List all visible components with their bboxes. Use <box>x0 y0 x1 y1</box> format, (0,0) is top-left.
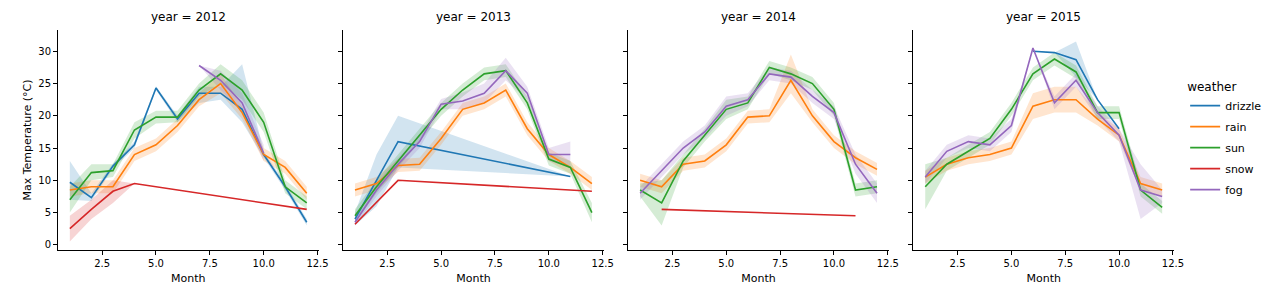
svg-text:12.5: 12.5 <box>877 258 899 269</box>
svg-text:Month: Month <box>741 272 776 285</box>
svg-text:7.5: 7.5 <box>202 258 218 269</box>
svg-text:year = 2012: year = 2012 <box>151 10 226 24</box>
svg-text:30: 30 <box>38 46 51 57</box>
svg-text:year = 2013: year = 2013 <box>436 10 511 24</box>
svg-text:Month: Month <box>1026 272 1061 285</box>
svg-text:10.0: 10.0 <box>538 258 560 269</box>
svg-text:rain: rain <box>1225 121 1246 134</box>
svg-text:0: 0 <box>45 239 51 250</box>
svg-text:5: 5 <box>45 207 51 218</box>
svg-text:Max Temperature (°C): Max Temperature (°C) <box>21 79 34 200</box>
svg-text:year = 2015: year = 2015 <box>1006 10 1081 24</box>
svg-text:2.5: 2.5 <box>664 258 680 269</box>
svg-text:10.0: 10.0 <box>1108 258 1130 269</box>
svg-text:2.5: 2.5 <box>94 258 110 269</box>
svg-text:drizzle: drizzle <box>1225 100 1261 113</box>
svg-text:10.0: 10.0 <box>253 258 275 269</box>
svg-text:12.5: 12.5 <box>1162 258 1184 269</box>
svg-text:2.5: 2.5 <box>379 258 395 269</box>
svg-text:snow: snow <box>1225 163 1253 176</box>
svg-text:7.5: 7.5 <box>487 258 503 269</box>
svg-text:sun: sun <box>1225 142 1245 155</box>
svg-text:2.5: 2.5 <box>950 258 966 269</box>
svg-text:5.0: 5.0 <box>1003 258 1019 269</box>
svg-text:7.5: 7.5 <box>772 258 788 269</box>
svg-text:15: 15 <box>38 143 51 154</box>
svg-text:12.5: 12.5 <box>592 258 614 269</box>
svg-text:Month: Month <box>456 272 491 285</box>
svg-text:Month: Month <box>171 272 206 285</box>
svg-text:year = 2014: year = 2014 <box>721 10 796 24</box>
svg-text:20: 20 <box>38 110 51 121</box>
svg-text:fog: fog <box>1225 184 1243 197</box>
svg-text:5.0: 5.0 <box>718 258 734 269</box>
svg-text:5.0: 5.0 <box>433 258 449 269</box>
svg-text:10.0: 10.0 <box>823 258 845 269</box>
svg-text:weather: weather <box>1187 80 1236 94</box>
svg-text:10: 10 <box>38 175 51 186</box>
svg-text:12.5: 12.5 <box>306 258 328 269</box>
svg-text:7.5: 7.5 <box>1057 258 1073 269</box>
svg-text:25: 25 <box>38 78 51 89</box>
svg-text:5.0: 5.0 <box>148 258 164 269</box>
